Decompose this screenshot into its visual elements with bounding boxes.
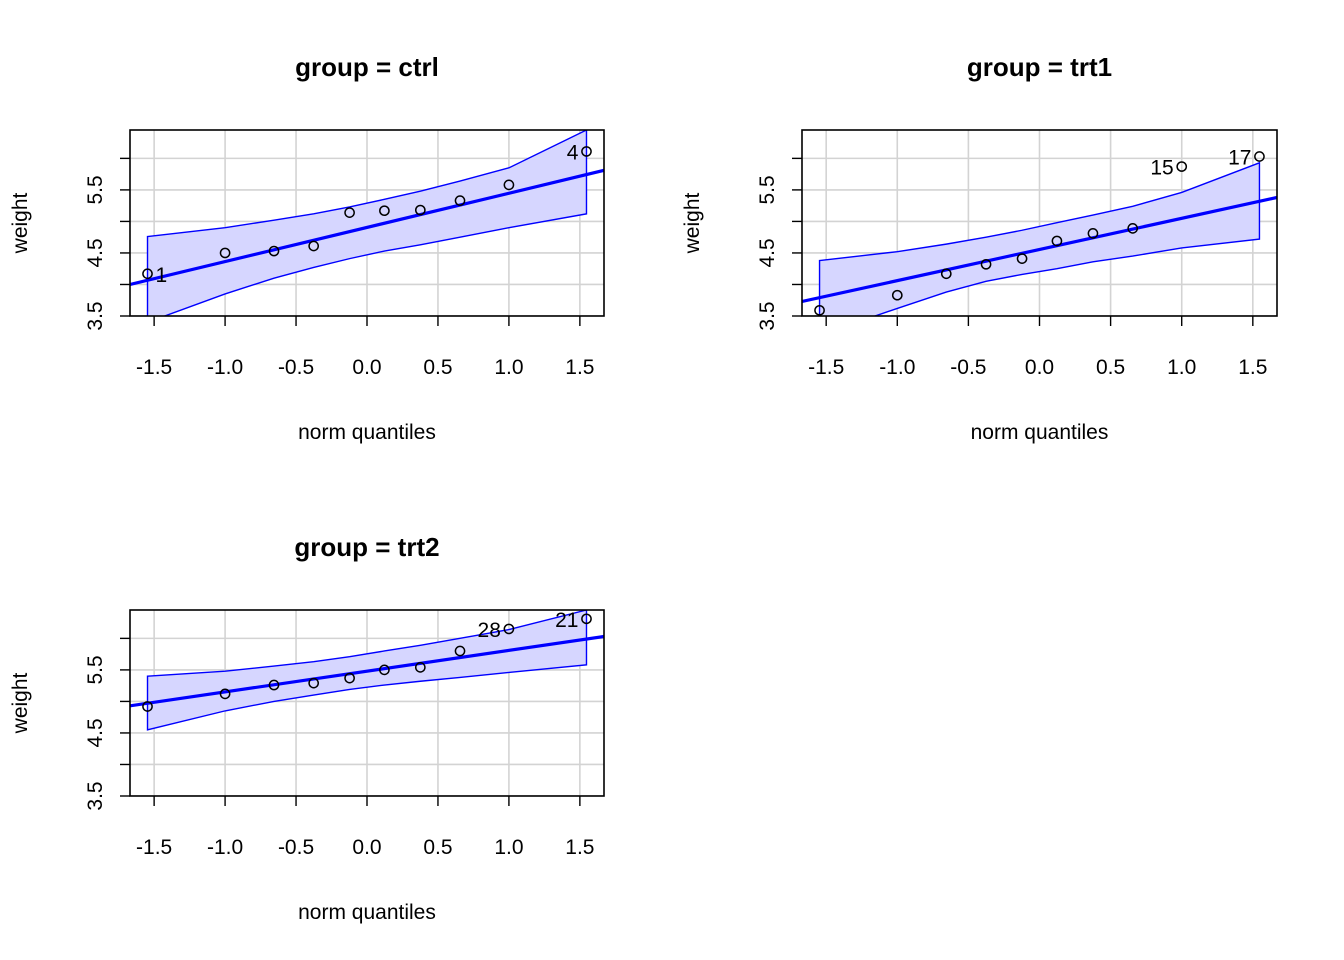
data-point (581, 146, 592, 157)
x-tick-label: -1.0 (207, 836, 243, 859)
panel-2: 28 21 -1.5 -1.0 -0.5 0.0 0.5 1.0 1.5 3.5 4.5 5.5 gro… (9, 532, 605, 924)
panel-title: group = trt1 (967, 52, 1112, 82)
data-point (581, 613, 592, 625)
data-point (1127, 223, 1139, 234)
x-tick-label: 1.0 (1167, 356, 1196, 379)
reference-line (802, 195, 1277, 304)
data-point (344, 207, 355, 218)
y-axis-label: weight (9, 192, 32, 254)
data-point (308, 677, 320, 689)
data-point (414, 662, 426, 673)
y-axis-label: weight (681, 192, 704, 254)
data-point (142, 268, 153, 280)
data-point (980, 258, 992, 270)
point-label: 21 (555, 609, 578, 632)
point-label: 15 (1150, 157, 1173, 180)
x-tick-label: 0.5 (1096, 356, 1125, 379)
panel-0: 1 4 -1.5 -1.0 -0.5 0.0 0.5 1.0 1.5 3.5 4.5 5.5 group… (9, 52, 605, 444)
x-tick-label: -1.5 (136, 836, 172, 859)
x-tick-label: -1.0 (207, 356, 243, 379)
x-tick-label: 0.0 (352, 356, 381, 379)
confidence-envelope (818, 161, 1261, 316)
x-tick-label: -1.5 (136, 356, 172, 379)
data-point (503, 179, 515, 191)
x-tick-label: -0.5 (950, 356, 986, 379)
reference-line (130, 168, 604, 287)
data-point (414, 204, 426, 216)
data-point (454, 645, 466, 657)
y-tick-label: 5.5 (84, 655, 107, 684)
y-axis-label: weight (9, 672, 32, 734)
data-point (503, 623, 515, 635)
data-point (1176, 161, 1188, 172)
x-tick-label: 0.5 (423, 836, 452, 859)
x-tick-label: -0.5 (278, 356, 314, 379)
data-point (142, 701, 153, 712)
data-point (891, 289, 903, 301)
data-point (1254, 151, 1265, 162)
data-point (1051, 235, 1063, 247)
data-point (219, 247, 231, 259)
data-point (219, 688, 231, 700)
data-point (940, 268, 952, 280)
data-point (308, 240, 320, 252)
x-tick-label: 1.0 (494, 836, 523, 859)
y-tick-label: 4.5 (84, 718, 107, 747)
x-tick-label: -1.5 (808, 356, 844, 379)
panel-title: group = ctrl (295, 52, 439, 82)
y-tick-label: 3.5 (84, 781, 107, 810)
data-point (268, 679, 280, 691)
point-label: 17 (1228, 146, 1251, 169)
panel-title: group = trt2 (294, 532, 439, 562)
x-axis-label: norm quantiles (971, 421, 1109, 444)
y-tick-label: 4.5 (756, 238, 779, 267)
panel-1: 15 17 -1.5 -1.0 -0.5 0.0 0.5 1.0 1.5 3.5 4.5 5.5 gro… (681, 52, 1278, 444)
data-point (454, 195, 466, 206)
data-point (814, 304, 825, 316)
x-tick-label: 0.0 (1025, 356, 1054, 379)
x-tick-label: 0.5 (423, 356, 452, 379)
x-tick-label: -1.0 (879, 356, 915, 379)
confidence-envelope (146, 130, 588, 316)
y-tick-label: 3.5 (756, 301, 779, 330)
x-tick-label: 1.5 (1238, 356, 1267, 379)
x-tick-label: -0.5 (278, 836, 314, 859)
data-point (1016, 253, 1028, 264)
x-tick-label: 1.5 (565, 356, 594, 379)
point-label: 1 (156, 264, 168, 287)
y-tick-label: 3.5 (84, 301, 107, 330)
plot-area (130, 610, 604, 796)
x-tick-label: 1.0 (494, 356, 523, 379)
data-point (379, 205, 390, 217)
data-point (268, 245, 280, 257)
reference-line (130, 634, 604, 708)
x-tick-label: 1.5 (565, 836, 594, 859)
point-label: 4 (567, 141, 579, 164)
plot-area (802, 130, 1277, 316)
x-axis-label: norm quantiles (298, 901, 436, 924)
y-tick-label: 5.5 (84, 175, 107, 204)
data-point (1087, 228, 1099, 239)
x-axis-label: norm quantiles (298, 421, 436, 444)
plot-area (130, 130, 604, 316)
x-tick-label: 0.0 (352, 836, 381, 859)
data-point (379, 664, 390, 676)
y-tick-label: 4.5 (84, 238, 107, 267)
y-tick-label: 5.5 (756, 175, 779, 204)
data-point (344, 672, 355, 684)
point-label: 28 (478, 619, 501, 642)
